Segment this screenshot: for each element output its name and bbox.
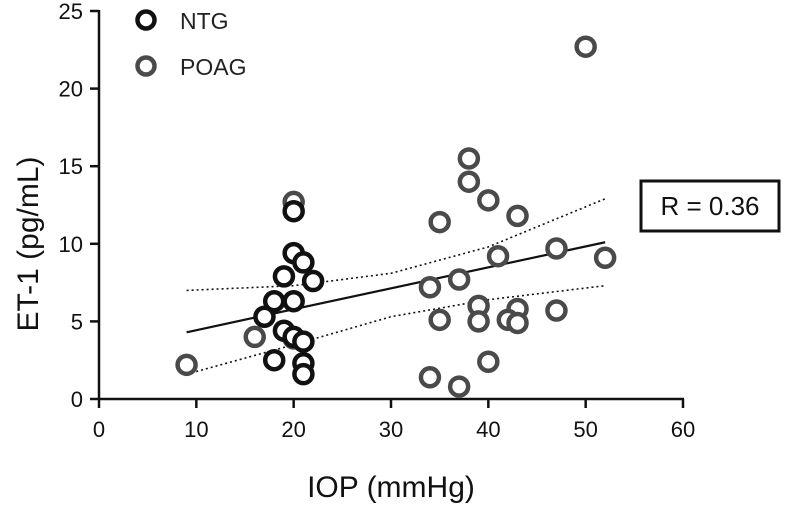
y-axis-title: ET-1 (pg/mL) (12, 156, 45, 331)
point-poag (418, 366, 442, 389)
point-ntg (282, 199, 305, 223)
x-tick-label: 40 (476, 417, 500, 442)
y-tick-label: 15 (59, 154, 83, 179)
point-ntg (282, 289, 305, 313)
x-axis-title: IOP (mmHg) (307, 471, 475, 504)
x-tick-label: 30 (379, 417, 403, 442)
point-poag (457, 170, 481, 193)
point-ntg (301, 269, 325, 293)
point-ntg (292, 251, 315, 274)
point-poag (506, 311, 529, 335)
y-tick-label: 0 (71, 387, 83, 412)
legend-label-ntg: NTG (180, 8, 229, 34)
confidence-lower-line (186, 284, 606, 375)
confidence-upper-line (186, 198, 606, 292)
r-value-box: R = 0.36 (639, 179, 781, 233)
r-value-text: R = 0.36 (660, 191, 759, 221)
point-poag (457, 147, 481, 170)
point-poag (467, 310, 490, 333)
point-ntg (253, 305, 276, 328)
y-tick-label: 20 (59, 77, 83, 102)
data-points (175, 35, 617, 398)
confidence-band (186, 198, 606, 375)
point-poag (447, 375, 471, 398)
y-tick-label: 25 (59, 0, 83, 24)
legend: NTG POAG (135, 8, 246, 80)
legend-marker-ntg (135, 9, 157, 31)
x-tick-label: 10 (184, 417, 208, 442)
legend-marker-poag (135, 55, 157, 77)
point-poag (574, 35, 597, 58)
point-poag (418, 276, 442, 299)
regression-line (186, 241, 606, 334)
point-poag (477, 189, 500, 212)
point-poag (486, 244, 510, 268)
point-poag (477, 350, 500, 374)
legend-label-poag: POAG (180, 54, 246, 80)
point-poag (593, 246, 617, 270)
point-ntg (292, 362, 315, 386)
point-poag (545, 237, 568, 260)
point-poag (506, 204, 529, 228)
point-poag (447, 268, 471, 291)
point-poag (545, 299, 568, 322)
y-tick-label: 10 (59, 232, 83, 257)
x-tick-label: 60 (671, 417, 695, 442)
axes: 0 10 20 30 40 50 60 0 5 10 15 20 25 (59, 0, 696, 442)
regression (186, 241, 606, 334)
y-tick-label: 5 (71, 309, 83, 334)
point-poag (243, 325, 266, 349)
point-ntg (292, 330, 315, 353)
x-tick-label: 20 (281, 417, 305, 442)
x-tick-label: 50 (573, 417, 597, 442)
x-tick-label: 0 (93, 417, 105, 442)
point-poag (428, 210, 451, 234)
point-ntg (272, 265, 296, 288)
point-poag (175, 353, 198, 377)
point-ntg (262, 348, 286, 372)
point-poag (428, 308, 451, 332)
